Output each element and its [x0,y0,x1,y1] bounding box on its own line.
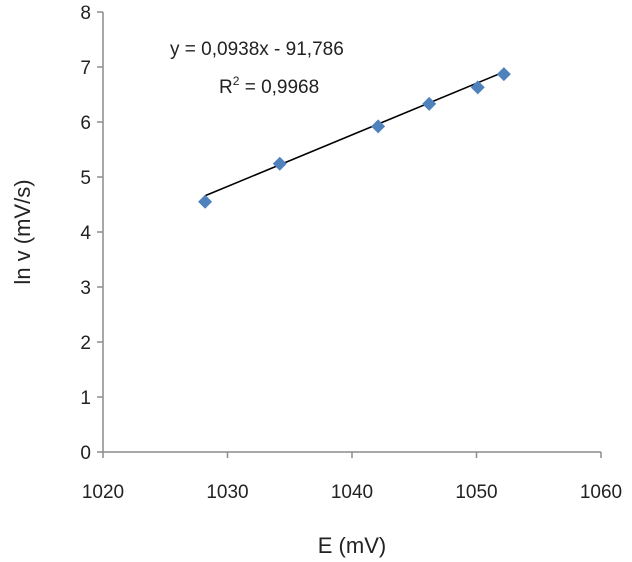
x-axis-ticks: 1020 1030 1040 1050 1060 [82,452,622,503]
x-axis-title: E (mV) [318,533,386,558]
y-tick-label: 0 [80,443,91,464]
x-tick-label: 1020 [82,482,124,503]
trendline-equation: y = 0,0938x - 91,786 [170,39,344,60]
x-tick-label: 1030 [206,482,248,503]
y-axis-ticks: 0 1 2 3 4 5 6 7 8 [80,3,103,464]
x-tick-label: 1040 [331,482,373,503]
data-point [470,80,485,95]
y-tick-label: 6 [80,113,91,134]
y-tick-label: 5 [80,168,91,189]
data-point [272,156,287,171]
y-tick-label: 4 [80,223,91,244]
data-points [198,67,511,209]
data-point [496,67,511,82]
y-tick-label: 7 [80,58,91,79]
y-tick-label: 1 [80,388,91,409]
data-point [371,119,386,134]
y-axis-title: ln v (mV/s) [10,179,35,284]
trendline [204,71,505,197]
x-tick-label: 1060 [580,482,622,503]
y-tick-label: 8 [80,3,91,24]
y-tick-label: 3 [80,278,91,299]
data-point [198,194,213,209]
trendline-r-squared: R2 = 0,9968 [219,74,319,98]
data-point [422,96,437,111]
x-tick-label: 1050 [455,482,497,503]
y-tick-label: 2 [80,333,91,354]
